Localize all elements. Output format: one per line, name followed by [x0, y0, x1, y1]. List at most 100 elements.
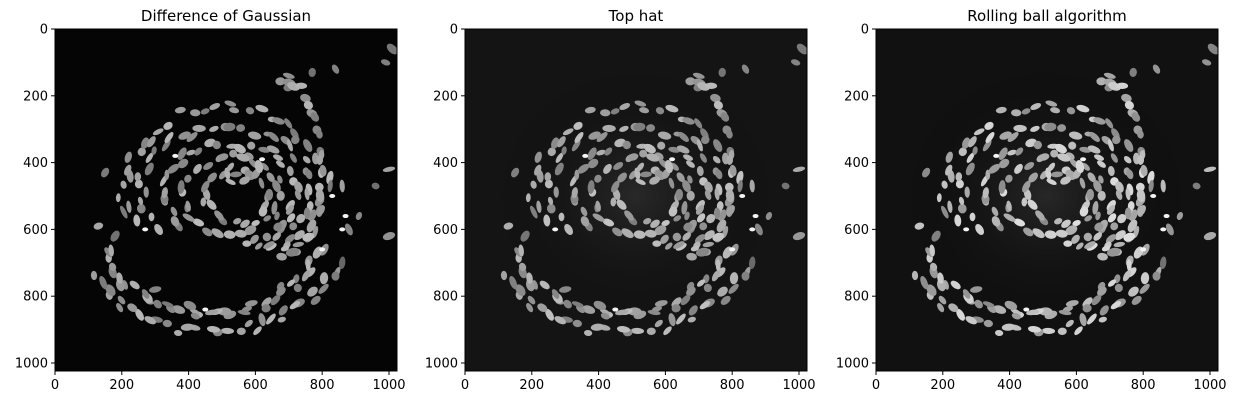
nucleus [624, 210, 634, 221]
nucleus [726, 205, 735, 216]
nucleus [1106, 205, 1116, 215]
nucleus [99, 275, 108, 290]
x-tick-label: 1000 [782, 378, 815, 393]
nucleus [1004, 300, 1018, 310]
nucleus [1107, 213, 1117, 223]
nucleus [619, 103, 631, 110]
nucleus [239, 176, 251, 185]
nucleus [1203, 232, 1217, 241]
nucleus [1007, 132, 1019, 142]
nucleus [664, 160, 674, 173]
nucleus [1094, 222, 1104, 232]
nucleus [1013, 218, 1026, 227]
nucleus [1097, 252, 1108, 261]
nucleus [1026, 309, 1040, 316]
nucleus [275, 77, 286, 86]
nucleus [303, 139, 313, 152]
nucleus [247, 131, 262, 140]
nucleus [1152, 64, 1161, 74]
nucleus [754, 223, 763, 236]
nucleus [602, 218, 615, 227]
nucleus [920, 275, 929, 290]
nucleus [995, 106, 1007, 114]
nucleus [170, 206, 178, 217]
nucleus [200, 197, 207, 207]
nucleus [1125, 188, 1131, 201]
nucleus [286, 139, 293, 152]
x-tick-label: 0 [872, 378, 880, 393]
nucleus [1095, 211, 1101, 221]
nucleus [686, 190, 695, 201]
nucleus [192, 218, 205, 227]
nucleus [1014, 163, 1023, 174]
nucleus [682, 180, 691, 193]
nucleus [272, 154, 284, 161]
nucleus [271, 200, 278, 215]
nucleus [926, 284, 937, 296]
nucleus [704, 181, 713, 193]
nucleus [602, 124, 616, 132]
nucleus [686, 160, 695, 168]
nucleus [1087, 145, 1101, 154]
nucleus [177, 147, 187, 160]
nucleus [652, 240, 662, 247]
nucleus [316, 155, 324, 165]
nucleus [583, 329, 593, 337]
x-tick-label: 400 [586, 378, 611, 393]
nucleus [284, 234, 296, 244]
nucleus [657, 131, 672, 140]
nucleus [699, 301, 711, 310]
bright-spot [582, 153, 589, 158]
nucleus [644, 229, 657, 238]
nucleus [911, 270, 919, 281]
nucleus [1068, 141, 1077, 150]
nucleus [1139, 283, 1150, 294]
nucleus [655, 107, 665, 115]
nucleus [1087, 172, 1096, 183]
nucleus [1097, 160, 1106, 168]
microscopy-image [465, 29, 807, 371]
nucleus [223, 122, 236, 132]
axes-frame [464, 28, 808, 372]
nucleus [938, 295, 947, 305]
nucleus [781, 182, 790, 190]
y-tick-label: 1000 [425, 356, 458, 371]
nucleus [551, 289, 560, 299]
nucleus [293, 283, 302, 293]
y-tick-label: 200 [433, 89, 458, 104]
tissue-glow [903, 65, 1190, 327]
nucleus [1107, 139, 1114, 152]
nucleus [177, 158, 189, 169]
nucleus [162, 319, 172, 328]
nucleus [1137, 155, 1145, 165]
nucleus [134, 179, 143, 189]
x-tick-label: 800 [1131, 378, 1156, 393]
bright-spot [669, 157, 676, 162]
nucleus [792, 166, 806, 172]
y-tick-label: 0 [450, 23, 458, 38]
nucleus [643, 217, 652, 225]
nucleus [965, 162, 975, 176]
nucleus [1045, 100, 1058, 107]
nucleus [263, 215, 272, 222]
nucleus [382, 166, 396, 172]
nucleus [985, 132, 995, 143]
nucleus [617, 172, 627, 183]
nucleus [1050, 107, 1061, 114]
nucleus [126, 200, 132, 213]
bright-spot [319, 247, 326, 252]
nucleus [684, 211, 690, 221]
nucleus [147, 136, 156, 148]
nucleus [268, 131, 279, 142]
nucleus [262, 232, 272, 242]
nucleus [289, 222, 298, 231]
nucleus [250, 234, 259, 244]
nucleus [240, 219, 250, 229]
nucleus [244, 300, 258, 307]
y-tick-label: 400 [433, 156, 458, 171]
nucleus [225, 178, 236, 186]
x-tick-label: 600 [1064, 378, 1089, 393]
nucleus [154, 224, 164, 235]
